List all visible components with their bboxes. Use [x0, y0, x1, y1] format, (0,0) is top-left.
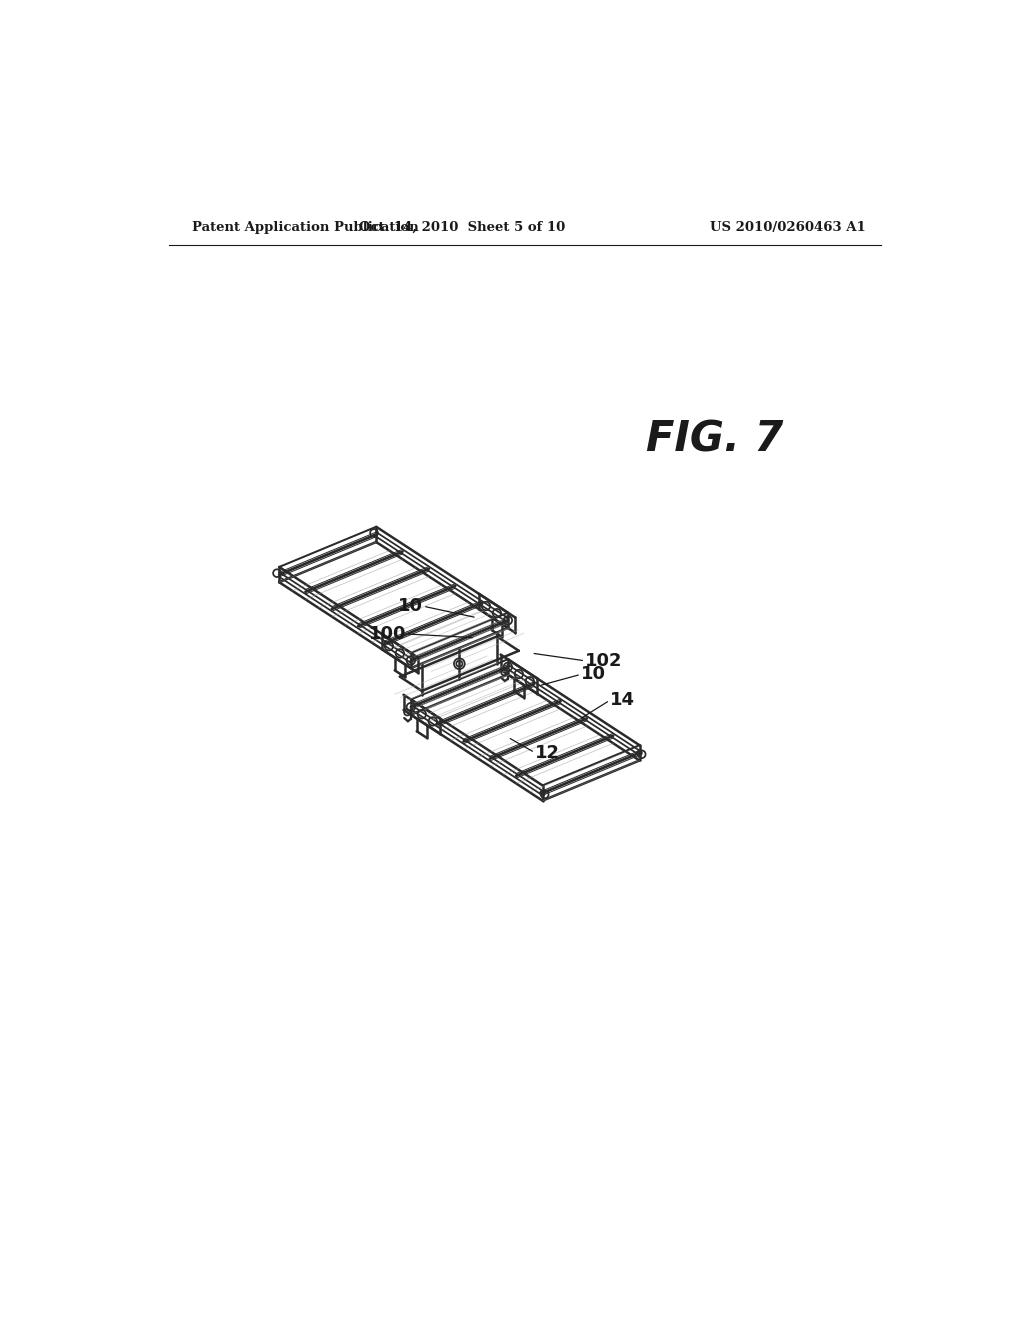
Text: 100: 100 [369, 624, 407, 643]
Text: Patent Application Publication: Patent Application Publication [193, 222, 419, 234]
Text: Oct. 14, 2010  Sheet 5 of 10: Oct. 14, 2010 Sheet 5 of 10 [358, 222, 565, 234]
Text: 10: 10 [581, 665, 606, 684]
Text: 10: 10 [398, 597, 423, 615]
Text: 12: 12 [535, 743, 560, 762]
Text: US 2010/0260463 A1: US 2010/0260463 A1 [711, 222, 866, 234]
Text: 102: 102 [586, 652, 623, 669]
Text: FIG. 7: FIG. 7 [646, 418, 783, 461]
Text: 14: 14 [610, 692, 635, 709]
